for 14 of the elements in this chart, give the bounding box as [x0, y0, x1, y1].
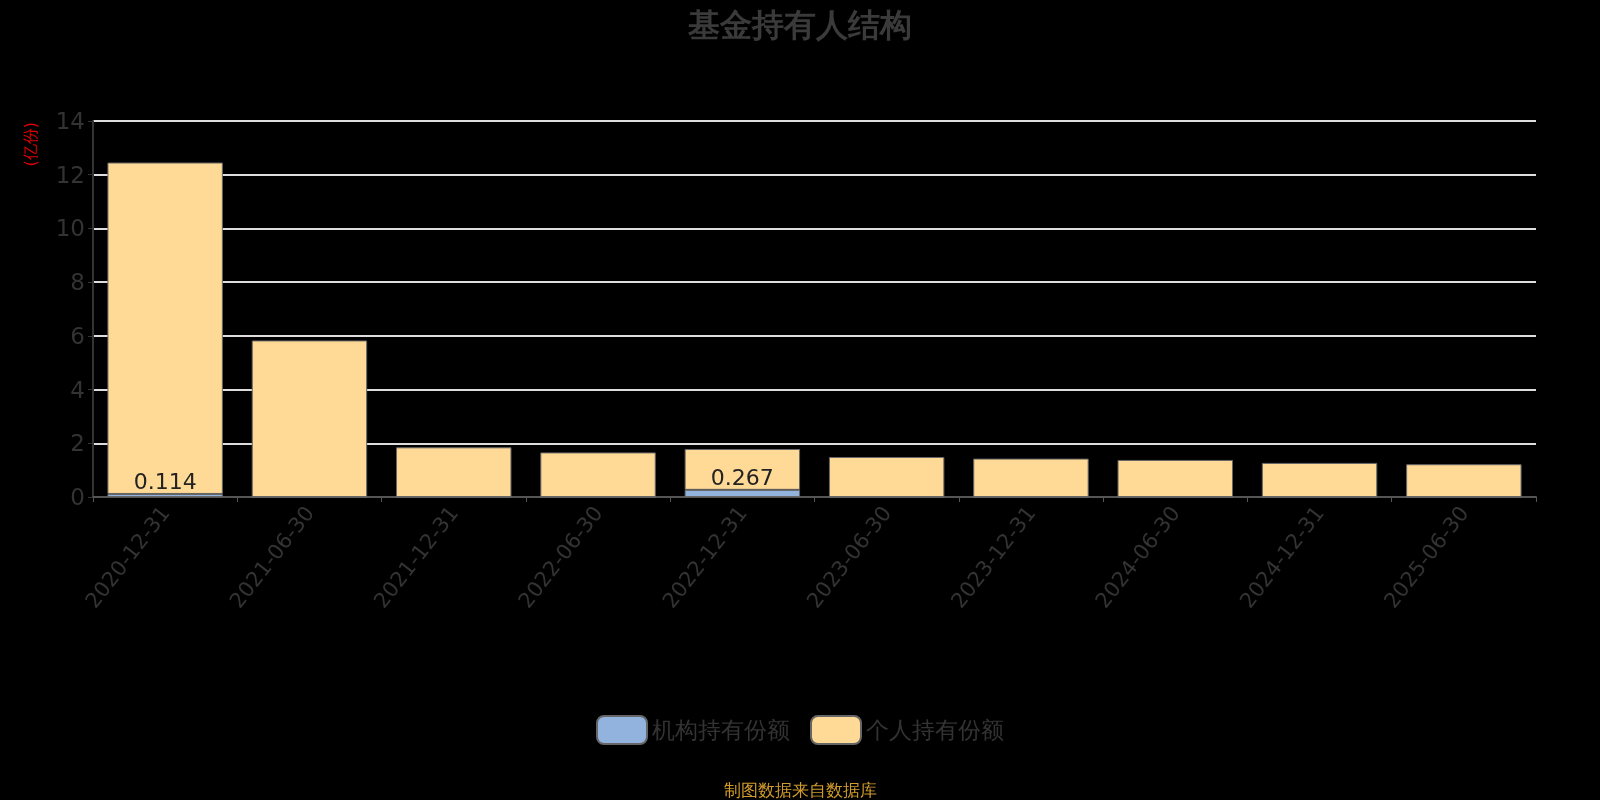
bar: [107, 162, 223, 494]
bar: [540, 452, 656, 497]
bar: [396, 447, 512, 497]
bar: [1406, 464, 1522, 497]
y-axis-title: (亿份): [20, 122, 40, 167]
data-label: 0.267: [710, 465, 774, 491]
chart-title: 基金持有人结构: [687, 6, 912, 44]
bar: [1117, 459, 1233, 497]
bar: [251, 340, 368, 497]
bar: [973, 458, 1089, 497]
data-label: 0.114: [133, 469, 197, 495]
bar: [1261, 462, 1378, 497]
text: 制图数据来自数据库: [723, 779, 877, 800]
bar: [828, 456, 945, 497]
